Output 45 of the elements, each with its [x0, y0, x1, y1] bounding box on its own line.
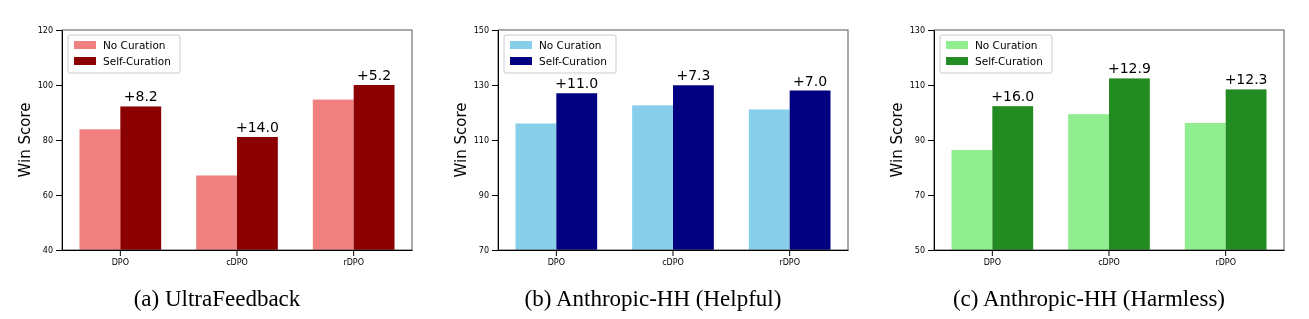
y-tick-label: 90	[914, 136, 925, 146]
annotation: +11.0	[555, 75, 599, 92]
y-tick-label: 80	[42, 136, 53, 146]
text: (a) UltraFeedback	[133, 286, 301, 311]
annotation: +7.0	[793, 72, 828, 89]
legend-label: Self-Curation	[975, 55, 1043, 67]
y-tick-label: 40	[42, 246, 53, 256]
x-tick-label: cDPO	[662, 257, 684, 267]
y-tick-label: 70	[478, 246, 489, 256]
text: (c) Anthropic-HH (Harmless)	[952, 286, 1226, 311]
legend-label: Self-Curation	[539, 55, 607, 67]
y-tick-label: 130	[909, 26, 925, 36]
legend-label: No Curation	[539, 39, 602, 51]
annotation: +7.3	[676, 67, 711, 84]
text: (b) Anthropic-HH (Helpful)	[524, 286, 782, 311]
y-axis-title: Win Score	[16, 102, 34, 178]
y-tick-label: 120	[37, 26, 53, 36]
legend-label: No Curation	[975, 39, 1038, 51]
annotation: +16.0	[991, 88, 1035, 105]
y-tick-label: 130	[473, 81, 489, 91]
y-tick-label: 110	[473, 136, 489, 146]
x-tick-label: DPO	[547, 257, 565, 267]
legend-label: No Curation	[103, 39, 166, 51]
annotation: +8.2	[123, 88, 158, 105]
y-axis-title: Win Score	[888, 102, 906, 178]
y-tick-label: 60	[42, 191, 53, 201]
annotation: +5.2	[357, 67, 392, 83]
annotation: +12.9	[1107, 60, 1151, 77]
y-tick-label: 90	[478, 191, 489, 201]
y-tick-label: 50	[914, 246, 925, 256]
y-tick-label: 150	[473, 26, 489, 36]
annotation: +12.3	[1224, 71, 1268, 88]
annotation: +14.0	[235, 118, 279, 135]
x-tick-label: rDPO	[779, 257, 800, 267]
x-tick-label: DPO	[983, 257, 1001, 267]
x-tick-label: cDPO	[226, 257, 248, 267]
y-axis-title: Win Score	[452, 102, 470, 178]
y-tick-label: 70	[914, 191, 925, 201]
x-tick-label: rDPO	[1215, 257, 1236, 267]
legend-label: Self-Curation	[103, 55, 171, 67]
y-tick-label: 100	[37, 81, 53, 91]
x-tick-label: rDPO	[343, 257, 364, 267]
x-tick-label: DPO	[111, 257, 129, 267]
x-tick-label: cDPO	[1098, 257, 1120, 267]
y-tick-label: 110	[909, 81, 925, 91]
